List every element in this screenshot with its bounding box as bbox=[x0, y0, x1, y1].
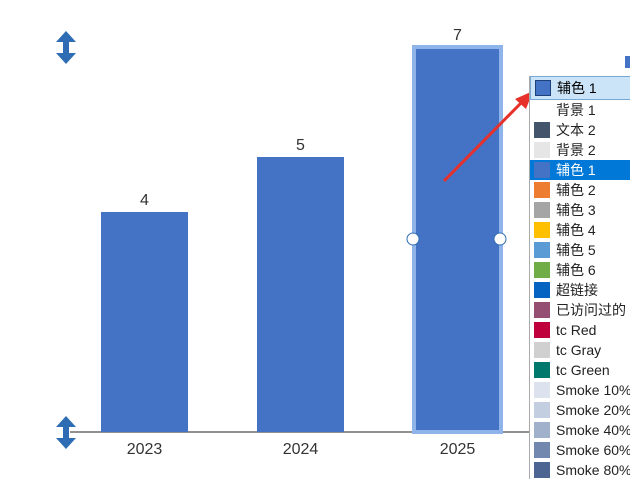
swatch bbox=[534, 402, 550, 418]
color-option[interactable]: 辅色 1 bbox=[530, 160, 630, 180]
swatch bbox=[534, 422, 550, 438]
swatch bbox=[534, 242, 550, 258]
dropdown-list: 背景 1 文本 2 背景 2 辅色 1 辅色 2 辅色 3 辅色 4 辅色 5 辅色 6 超链接已… bbox=[530, 100, 630, 479]
bar bbox=[101, 212, 188, 432]
option-label: 文本 2 bbox=[556, 122, 596, 138]
option-label: 超链接 bbox=[556, 282, 598, 298]
color-option[interactable]: tc Red bbox=[530, 320, 630, 340]
color-option[interactable]: 辅色 2 bbox=[530, 180, 630, 200]
swatch bbox=[534, 322, 550, 338]
option-label: tc Red bbox=[556, 322, 597, 338]
data-label: 5 bbox=[296, 137, 305, 154]
option-label: 背景 2 bbox=[556, 142, 596, 158]
swatch bbox=[534, 222, 550, 238]
color-dropdown[interactable]: 辅色 1 背景 1 文本 2 背景 2 辅色 1 辅色 2 辅色 3 辅色 4 辅色 5 辅色 … bbox=[529, 76, 630, 479]
option-label: Smoke 40% bbox=[556, 422, 630, 438]
color-option[interactable]: Smoke 10% bbox=[530, 380, 630, 400]
swatch bbox=[534, 282, 550, 298]
option-label: tc Green bbox=[556, 362, 610, 378]
x-tick-label: 2025 bbox=[440, 441, 476, 458]
resize-arrow-bottom[interactable] bbox=[56, 416, 76, 449]
color-option[interactable]: Smoke 40% bbox=[530, 420, 630, 440]
pointer-arrow bbox=[442, 100, 524, 183]
option-label: 辅色 3 bbox=[556, 202, 596, 218]
swatch bbox=[534, 302, 550, 318]
data-label: 4 bbox=[140, 192, 149, 209]
color-option[interactable]: 超链接 bbox=[530, 280, 630, 300]
color-option[interactable]: tc Gray bbox=[530, 340, 630, 360]
resize-arrow-top[interactable] bbox=[56, 31, 76, 64]
color-option[interactable]: 辅色 3 bbox=[530, 200, 630, 220]
bar[interactable] bbox=[412, 45, 503, 434]
swatch bbox=[534, 362, 550, 378]
swatch bbox=[534, 342, 550, 358]
swatch bbox=[534, 442, 550, 458]
handle bbox=[625, 56, 630, 68]
option-label: Smoke 10% bbox=[556, 382, 630, 398]
option-label: Smoke 60% bbox=[556, 442, 630, 458]
option-label: 辅色 2 bbox=[556, 182, 596, 198]
swatch bbox=[534, 202, 550, 218]
color-option[interactable]: Smoke 80% bbox=[530, 460, 630, 479]
swatch bbox=[534, 142, 550, 158]
swatch bbox=[534, 102, 550, 118]
color-option[interactable]: Smoke 20% bbox=[530, 400, 630, 420]
color-option[interactable]: 文本 2 bbox=[530, 120, 630, 140]
x-tick-label: 2024 bbox=[283, 441, 319, 458]
swatch bbox=[534, 162, 550, 178]
pointer-arrow-head bbox=[515, 91, 533, 109]
x-tick-label: 2023 bbox=[127, 441, 163, 458]
option-label: Smoke 80% bbox=[556, 462, 630, 478]
swatch bbox=[534, 122, 550, 138]
swatch bbox=[534, 182, 550, 198]
handle[interactable] bbox=[406, 232, 420, 246]
current-label: 辅色 1 bbox=[557, 80, 597, 96]
option-label: 已访问过的 bbox=[556, 302, 626, 318]
swatch bbox=[534, 462, 550, 478]
bar bbox=[257, 157, 344, 432]
option-label: 辅色 6 bbox=[556, 262, 596, 278]
dropdown-current[interactable]: 辅色 1 bbox=[530, 76, 630, 100]
color-option[interactable]: 已访问过的 bbox=[530, 300, 630, 320]
color-option[interactable]: 背景 2 bbox=[530, 140, 630, 160]
color-option[interactable]: tc Green bbox=[530, 360, 630, 380]
swatch bbox=[534, 382, 550, 398]
option-label: 辅色 4 bbox=[556, 222, 596, 238]
color-option[interactable]: 辅色 5 bbox=[530, 240, 630, 260]
handle[interactable] bbox=[493, 232, 507, 246]
color-option[interactable]: 辅色 6 bbox=[530, 260, 630, 280]
color-option[interactable]: 辅色 4 bbox=[530, 220, 630, 240]
option-label: 辅色 1 bbox=[556, 162, 596, 178]
option-label: Smoke 20% bbox=[556, 402, 630, 418]
option-label: 辅色 5 bbox=[556, 242, 596, 258]
option-label: tc Gray bbox=[556, 342, 602, 358]
color-option[interactable]: Smoke 60% bbox=[530, 440, 630, 460]
data-label: 7 bbox=[453, 27, 462, 44]
swatch bbox=[534, 262, 550, 278]
swatch bbox=[535, 80, 551, 96]
option-label: 背景 1 bbox=[556, 102, 596, 118]
color-option[interactable]: 背景 1 bbox=[530, 100, 630, 120]
